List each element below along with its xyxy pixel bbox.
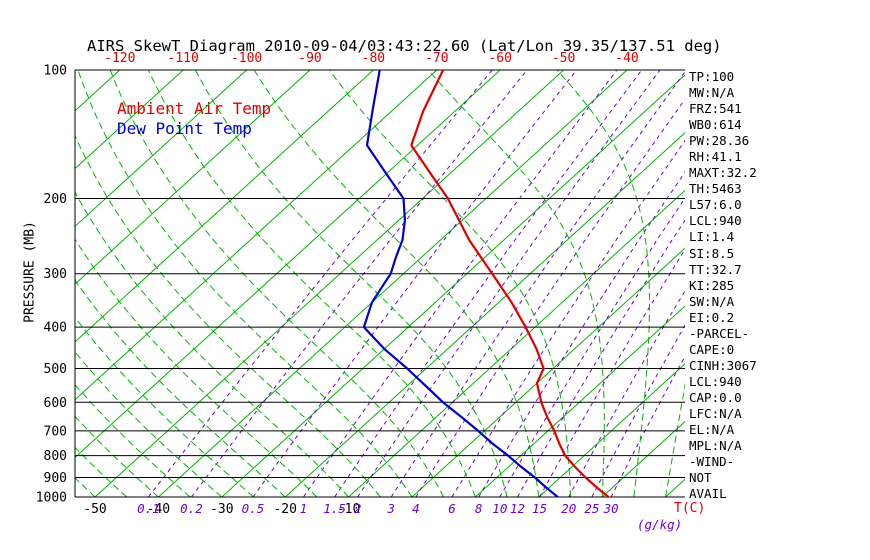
stats-line: TP:100 (689, 69, 735, 84)
bottom-temp-tick-label: -50 (83, 502, 106, 517)
mixing-ratio-tick-label: 8 (475, 501, 483, 516)
mixing-ratio-tick-label: 1.5 (323, 501, 346, 516)
stats-line: LCL:940 (689, 373, 742, 389)
stats-line: LCL:940 (689, 213, 742, 229)
mixing-ratio-tick-label: 1 (300, 501, 308, 516)
stats-line: LI:1.4 (689, 229, 735, 245)
temp-unit-label: T(C) (674, 501, 706, 516)
stats-line: TT:32.7 (689, 261, 742, 277)
mixing-ratio-tick-label: 0.5 (242, 501, 265, 516)
stats-line: FRZ:541 (689, 101, 742, 117)
chart-title: AIRS SkewT Diagram 2010-09-04/03:43:22.6… (87, 37, 722, 55)
stats-line: RH:41.1 (689, 149, 742, 165)
pressure-tick-label: 800 (44, 449, 67, 464)
stats-line: AVAIL (689, 486, 727, 502)
ambient-temp-curve (410, 70, 610, 497)
top-temp-tick-label: -60 (488, 51, 511, 66)
pressure-tick-label: 300 (44, 267, 67, 282)
stats-line: PW:28.36 (689, 133, 750, 149)
sounding-curves (362, 70, 610, 497)
top-temp-tick-label: -120 (104, 51, 135, 66)
bottom-temp-tick-label: -30 (210, 502, 233, 517)
moist-adiabat-lines (75, 70, 685, 497)
mixing-ratio-tick-label: 3 (386, 501, 395, 516)
dew-point-curve (362, 70, 559, 497)
stats-line: CAP:0.0 (689, 389, 742, 405)
stats-line: EI:0.2 (689, 309, 735, 325)
stats-line: MAXT:32.2 (689, 165, 757, 181)
stats-panel: TP:100 MW:N/A FRZ:541 WB0:614 PW:28.36 RH:41.… (689, 69, 757, 502)
pressure-tick-label: 400 (44, 321, 67, 336)
top-temp-tick-label: -90 (298, 51, 321, 66)
legend-ambient-air-temp: Ambient Air Temp (117, 99, 272, 118)
stats-line: MPL:N/A (689, 438, 742, 454)
pressure-tick-label: 500 (44, 362, 67, 377)
mixing-ratio-tick-label: 4 (412, 501, 420, 516)
stats-line: WB0:614 (689, 117, 742, 133)
stats-line: SW:N/A (689, 293, 735, 309)
stats-line: LFC:N/A (689, 405, 742, 421)
stats-line: SI:8.5 (689, 245, 735, 261)
mixing-ratio-tick-label: 0.1 (137, 501, 160, 516)
mixing-ratio-tick-label: 25 (584, 501, 599, 516)
pressure-tick-label: 200 (44, 192, 67, 207)
stats-line: EL:N/A (689, 422, 735, 438)
top-temp-tick-label: -70 (425, 51, 448, 66)
stats-line: L57:6.0 (689, 197, 742, 213)
stats-line: -PARCEL- (689, 325, 750, 341)
pressure-tick-label: 100 (44, 64, 67, 79)
stats-line: NOT (689, 470, 712, 486)
stats-line: CINH:3067 (689, 357, 757, 373)
mixing-ratio-tick-label: 2 (354, 501, 362, 516)
stats-line: -WIND- (689, 454, 735, 470)
pressure-tick-label: 1000 (36, 491, 67, 506)
stats-line: MW:N/A (689, 85, 735, 101)
bottom-temp-tick-label: -40 (147, 502, 170, 517)
mixing-ratio-lines (148, 70, 685, 497)
mixing-ratio-tick-label: 20 (561, 501, 576, 516)
pressure-tick-label: 900 (44, 471, 67, 486)
mixing-ratio-unit-label: (g/kg) (637, 517, 683, 532)
mixing-ratio-tick-label: 30 (603, 501, 619, 516)
top-temp-tick-label: -80 (362, 51, 385, 66)
bottom-temp-tick-label: -20 (273, 502, 296, 517)
mixing-ratio-tick-label: 10 (492, 501, 507, 516)
pressure-axis-label: PRESSURE (MB) (22, 221, 38, 323)
legend-dew-point-temp: Dew Point Temp (117, 119, 252, 138)
stats-line: KI:285 (689, 277, 735, 293)
pressure-tick-label: 600 (44, 396, 67, 411)
pressure-tick-label: 700 (44, 424, 67, 439)
mixing-ratio-tick-label: 0.2 (180, 501, 203, 516)
top-temp-tick-label: -40 (615, 51, 638, 66)
stats-line: TH:5463 (689, 181, 742, 197)
mixing-ratio-tick-label: 12 (510, 501, 525, 516)
top-temp-tick-label: -50 (552, 51, 575, 66)
top-temp-tick-label: -100 (231, 51, 262, 66)
mixing-ratio-tick-label: 15 (532, 501, 547, 516)
stats-line: CAPE:0 (689, 341, 735, 357)
axis-tick-labels: 100 200 300 400 500 600 700 800 900 1000 -120 -110 -… (36, 51, 639, 517)
top-temp-tick-label: -110 (168, 51, 199, 66)
mixing-ratio-tick-label: 6 (448, 501, 456, 516)
isotherm-lines (75, 70, 685, 497)
bottom-temp-tick-label: -10 (337, 502, 360, 517)
